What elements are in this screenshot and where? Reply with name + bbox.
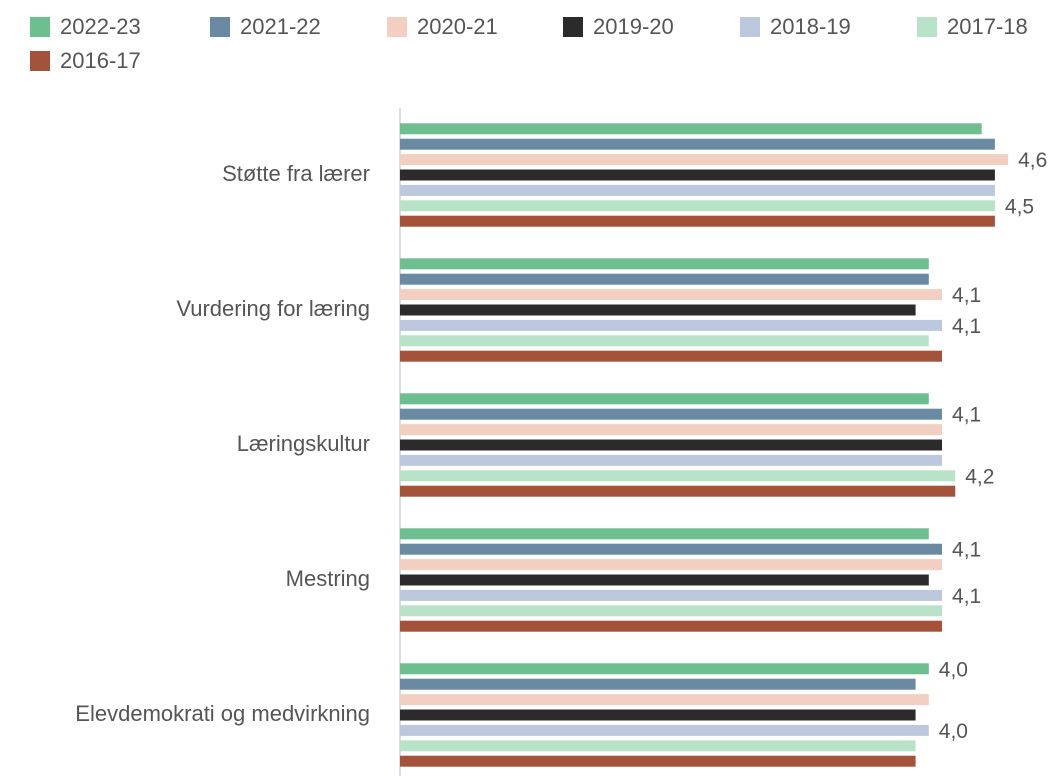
value-label: 4,0 bbox=[939, 658, 968, 681]
bar bbox=[400, 694, 929, 706]
bar bbox=[400, 424, 943, 436]
bar bbox=[400, 154, 1009, 166]
bar bbox=[400, 709, 916, 721]
value-label: 4,2 bbox=[965, 465, 994, 488]
value-label: 4,5 bbox=[1005, 195, 1034, 218]
legend-label: 2021-22 bbox=[240, 14, 321, 39]
legend-label: 2022-23 bbox=[60, 14, 141, 39]
bar bbox=[400, 215, 995, 227]
bar bbox=[400, 408, 943, 420]
bar bbox=[400, 663, 929, 675]
value-label: 4,1 bbox=[952, 315, 981, 338]
bar bbox=[400, 755, 916, 767]
bar bbox=[400, 528, 929, 540]
bar bbox=[400, 454, 943, 466]
legend-label: 2020-21 bbox=[417, 14, 498, 39]
value-label: 4,1 bbox=[952, 539, 981, 562]
bar bbox=[400, 678, 916, 690]
bar bbox=[400, 439, 943, 451]
bar bbox=[400, 200, 995, 212]
bar bbox=[400, 589, 943, 601]
legend-swatch bbox=[30, 17, 50, 37]
legend-swatch bbox=[563, 17, 583, 37]
value-label: 4,0 bbox=[939, 720, 968, 743]
bar bbox=[400, 574, 929, 586]
bar bbox=[400, 740, 916, 752]
category-label: Mestring bbox=[286, 566, 370, 591]
bar bbox=[400, 724, 929, 736]
bar bbox=[400, 123, 982, 135]
value-label: 4,1 bbox=[952, 284, 981, 307]
legend-label: 2016-17 bbox=[60, 48, 141, 73]
bar bbox=[400, 289, 943, 301]
value-label: 4,1 bbox=[952, 585, 981, 608]
category-label: Vurdering for læring bbox=[176, 296, 370, 321]
value-label: 4,6 bbox=[1018, 149, 1047, 172]
bar bbox=[400, 350, 943, 362]
bar bbox=[400, 138, 995, 150]
bar bbox=[400, 335, 929, 347]
bar bbox=[400, 169, 995, 181]
bar bbox=[400, 470, 956, 482]
category-label: Elevdemokrati og medvirkning bbox=[75, 701, 370, 726]
category-label: Støtte fra lærer bbox=[222, 161, 370, 186]
bar bbox=[400, 304, 916, 316]
bar bbox=[400, 273, 929, 285]
legend-label: 2019-20 bbox=[593, 14, 674, 39]
bar bbox=[400, 485, 956, 497]
bar bbox=[400, 620, 943, 632]
legend-swatch bbox=[30, 51, 50, 71]
legend-label: 2018-19 bbox=[770, 14, 851, 39]
bar bbox=[400, 258, 929, 270]
legend-label: 2017-18 bbox=[947, 14, 1028, 39]
legend-swatch bbox=[740, 17, 760, 37]
legend-swatch bbox=[210, 17, 230, 37]
bar bbox=[400, 393, 929, 405]
legend-swatch bbox=[917, 17, 937, 37]
legend-swatch bbox=[387, 17, 407, 37]
bar bbox=[400, 605, 943, 617]
bar bbox=[400, 543, 943, 555]
bar bbox=[400, 319, 943, 331]
category-label: Læringskultur bbox=[237, 431, 370, 456]
bar bbox=[400, 559, 943, 571]
bar bbox=[400, 184, 995, 196]
value-label: 4,1 bbox=[952, 404, 981, 427]
